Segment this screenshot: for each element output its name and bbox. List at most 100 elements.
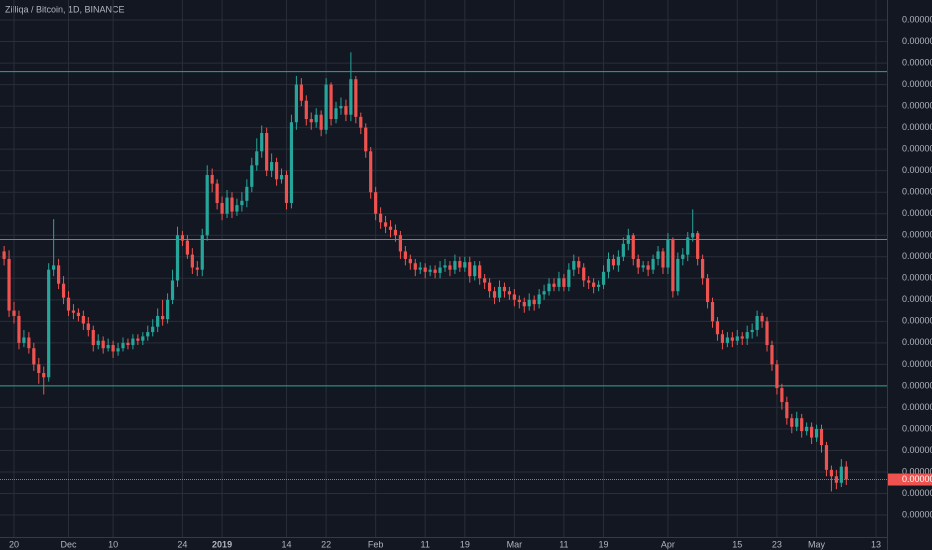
candle-body — [819, 428, 824, 446]
candle-body — [393, 229, 398, 236]
candle-body — [12, 310, 16, 316]
candle-body — [775, 364, 779, 389]
candle-body — [582, 267, 586, 281]
candle-body — [270, 162, 274, 171]
candle-body — [592, 282, 596, 287]
y-tick-label: 0.00000600 — [902, 122, 932, 132]
candle-body — [334, 108, 338, 120]
candle-body — [671, 239, 675, 292]
candle-body — [448, 265, 452, 270]
candle-body — [656, 251, 660, 259]
candle-body — [146, 332, 150, 337]
candle-body — [96, 340, 100, 346]
candle-body — [770, 345, 774, 365]
candle-body — [487, 282, 492, 292]
candle-body — [844, 466, 848, 480]
x-tick-label: 22 — [321, 539, 331, 549]
candle-body — [71, 310, 76, 313]
candle-body — [527, 299, 531, 307]
candle-body — [319, 114, 323, 130]
candle-body — [22, 337, 26, 343]
candle-body — [344, 106, 348, 115]
candle-body — [309, 119, 313, 123]
candle-body — [42, 372, 46, 378]
candle-body — [705, 278, 710, 302]
x-tick-label: 11 — [421, 539, 430, 549]
y-tick-label: 0.00000520 — [902, 208, 932, 218]
candle-body — [497, 286, 502, 298]
candle-body — [572, 261, 576, 270]
candle-body — [185, 240, 189, 255]
candle-body — [37, 364, 41, 373]
candle-body — [195, 267, 199, 270]
candle-body — [795, 418, 799, 427]
candle-body — [606, 258, 611, 272]
x-tick-label: Feb — [368, 539, 384, 549]
candle-body — [547, 283, 551, 292]
y-tick-label: 0.00000560 — [902, 165, 932, 175]
candle-body — [483, 278, 487, 283]
candle-body — [369, 151, 373, 193]
candle-body — [131, 338, 135, 346]
x-tick-label: 2019 — [212, 539, 232, 549]
candle-body — [61, 283, 66, 298]
candle-body — [175, 235, 180, 281]
y-tick-label: 0.00000380 — [902, 359, 932, 369]
x-tick-label: 24 — [177, 539, 187, 549]
candle-body — [299, 84, 303, 101]
candle-body — [428, 269, 432, 272]
candle-body — [785, 402, 789, 419]
y-tick-label: 0.00000460 — [902, 273, 932, 283]
candle-body — [765, 321, 769, 346]
candle-body — [686, 237, 690, 255]
candle-body — [651, 258, 655, 270]
candle-body — [314, 114, 318, 123]
candle-body — [294, 84, 298, 123]
candle-body — [646, 265, 650, 270]
candle-body — [52, 265, 56, 270]
candle-body — [745, 332, 749, 339]
y-tick-label: 0.00000400 — [902, 337, 932, 347]
candle-body — [274, 162, 279, 180]
candle-body — [701, 258, 705, 279]
last-price-box — [888, 473, 932, 486]
y-tick-label: 0.00000580 — [902, 144, 932, 154]
candle-body — [473, 265, 477, 277]
candle-body — [750, 329, 754, 333]
candle-body — [413, 263, 417, 270]
candle-body — [696, 233, 700, 259]
candle-body — [839, 466, 843, 483]
candle-body — [577, 261, 581, 268]
candle-body — [676, 258, 680, 292]
candle-body — [116, 348, 120, 352]
candle-body — [478, 265, 482, 279]
candle-body — [32, 348, 36, 365]
x-tick-label: Apr — [661, 539, 675, 549]
candle-body — [379, 213, 383, 223]
candle-body — [76, 312, 81, 316]
candle-body — [374, 192, 378, 214]
candle-body — [398, 235, 403, 252]
candle-body — [492, 291, 497, 298]
candle-body — [681, 254, 685, 259]
candle-body — [587, 280, 591, 283]
candle-body — [141, 336, 145, 341]
x-tick-label: 19 — [460, 539, 470, 549]
candle-body — [755, 315, 759, 330]
last-price-label: 0.00000273 — [902, 474, 932, 484]
candle-body — [715, 321, 720, 335]
candle-body — [814, 428, 819, 438]
y-tick-label: 0.00000260 — [902, 488, 932, 498]
candle-body — [616, 256, 620, 266]
candle-body — [502, 286, 507, 292]
candle-body — [458, 261, 462, 268]
x-tick-label: 19 — [599, 539, 609, 549]
candle-body — [780, 388, 784, 403]
y-tick-label: 0.00000340 — [902, 402, 932, 412]
candle-body — [829, 469, 834, 477]
x-tick-label: 11 — [559, 539, 568, 549]
y-tick-label: 0.00000300 — [902, 445, 932, 455]
x-tick-label: 23 — [772, 539, 782, 549]
candle-body — [517, 299, 521, 302]
candle-body — [324, 84, 328, 130]
